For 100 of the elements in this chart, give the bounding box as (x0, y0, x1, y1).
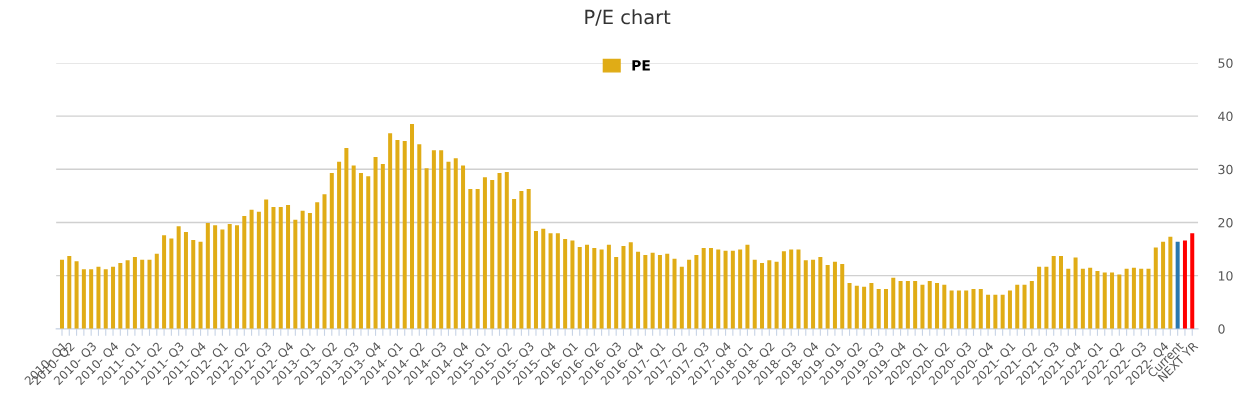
bar (213, 225, 218, 329)
bar (774, 261, 779, 329)
bar (1095, 270, 1100, 329)
bar (183, 232, 188, 329)
bar (344, 148, 349, 329)
bar (235, 225, 240, 329)
bar (1190, 233, 1195, 329)
bar (147, 259, 152, 329)
bar (198, 241, 203, 329)
bar (657, 254, 662, 329)
bar (606, 244, 611, 329)
y-tick-label: 20 (1218, 217, 1233, 228)
bar (169, 238, 174, 329)
bar (307, 212, 312, 329)
bar (446, 161, 451, 329)
bar (738, 249, 743, 329)
bar (366, 176, 371, 329)
bar (708, 248, 713, 329)
bar (1058, 256, 1063, 329)
bar (300, 210, 305, 329)
bar (103, 269, 108, 329)
bar (315, 202, 320, 329)
bar (490, 179, 495, 329)
bar (935, 283, 940, 329)
bar (840, 263, 845, 329)
bar (752, 259, 757, 329)
y-tick-label: 40 (1218, 111, 1233, 122)
bar (986, 294, 991, 329)
bar (760, 262, 765, 329)
bar (964, 290, 969, 329)
bar (220, 229, 225, 329)
bar (402, 141, 407, 329)
bar (563, 238, 568, 329)
bar (533, 231, 538, 329)
bar (592, 248, 597, 329)
bar (854, 285, 859, 329)
bar (59, 259, 64, 329)
bar (468, 188, 473, 329)
bar (89, 269, 94, 329)
bar (140, 259, 145, 329)
bar (730, 250, 735, 329)
bar (628, 242, 633, 329)
bar (176, 226, 181, 329)
bar (431, 150, 436, 329)
bar (497, 173, 502, 329)
y-tick-label: 30 (1218, 164, 1233, 175)
bar (1029, 280, 1034, 329)
bar (796, 249, 801, 329)
bar (329, 173, 334, 329)
bar (585, 244, 590, 329)
bar (687, 259, 692, 329)
bar (264, 199, 269, 329)
bar (154, 253, 159, 329)
bar (745, 244, 750, 329)
bar (519, 191, 524, 329)
bar (388, 133, 393, 329)
bar (869, 283, 874, 329)
bar (526, 188, 531, 329)
bar (723, 250, 728, 329)
bar (927, 280, 932, 329)
bar (1037, 266, 1042, 329)
bar (913, 280, 918, 329)
bar (74, 261, 79, 329)
bar (650, 252, 655, 329)
bar (978, 288, 983, 329)
bar (570, 240, 575, 329)
bar (679, 266, 684, 329)
bar (1073, 257, 1078, 329)
bar (417, 144, 422, 329)
bar (1051, 256, 1056, 329)
bar (672, 258, 677, 329)
bar (1102, 272, 1107, 329)
bar (1088, 267, 1093, 329)
bar (96, 266, 101, 329)
bar (111, 266, 116, 329)
bar (322, 194, 327, 329)
bar (716, 249, 721, 329)
chart-title: P/E chart (585, 9, 671, 26)
bar (767, 260, 772, 329)
bar (818, 257, 823, 329)
bar (1007, 290, 1012, 329)
bar (701, 248, 706, 329)
bar (439, 150, 444, 329)
y-tick-label: 50 (1218, 58, 1233, 68)
bar (1146, 268, 1151, 329)
bar (1168, 236, 1173, 329)
bar (286, 204, 291, 329)
bar (694, 254, 699, 329)
bar (271, 207, 276, 329)
bar (949, 290, 954, 329)
bar (504, 171, 509, 329)
bar (636, 251, 641, 329)
bar (67, 256, 72, 329)
bar (942, 284, 947, 329)
bar (993, 294, 998, 329)
bar (1044, 266, 1049, 329)
bar (132, 257, 137, 329)
bar (1153, 247, 1158, 329)
bar (453, 158, 458, 329)
bar (256, 211, 261, 329)
